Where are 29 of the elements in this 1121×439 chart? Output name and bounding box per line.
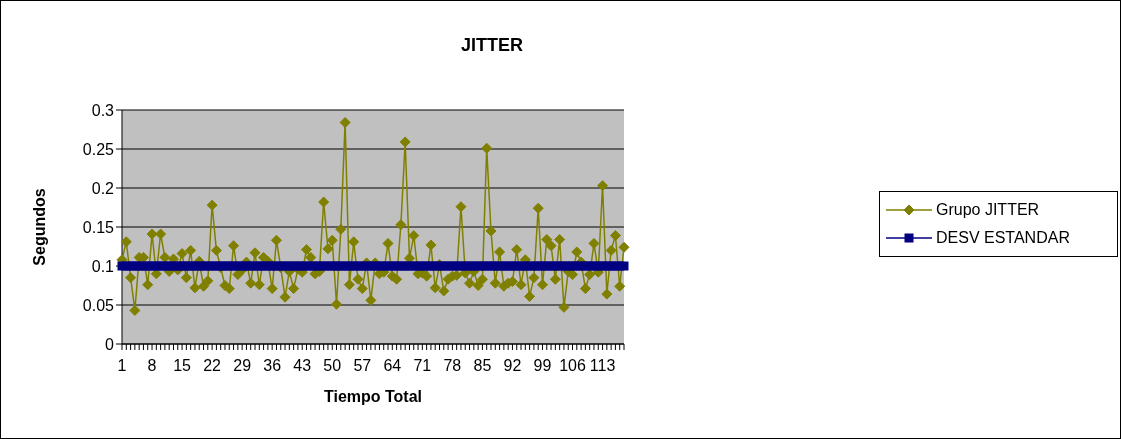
x-tick-label: 8 <box>147 357 157 375</box>
x-tick-label: 36 <box>263 357 282 375</box>
x-tick-label: 92 <box>503 357 522 375</box>
x-tick-label: 29 <box>233 357 252 375</box>
y-tick-label: 0.25 <box>82 140 115 158</box>
y-tick-label: 0.1 <box>91 257 115 275</box>
legend-label: Grupo JITTER <box>936 201 1040 219</box>
x-tick-label: 15 <box>173 357 192 375</box>
x-tick-label: 85 <box>473 357 492 375</box>
x-axis-title: Tiempo Total <box>323 388 423 405</box>
y-tick-label: 0 <box>105 335 115 353</box>
x-tick-label: 113 <box>589 357 616 375</box>
x-tick-label: 99 <box>533 357 552 375</box>
y-tick-label: 0.3 <box>91 101 115 119</box>
x-tick-label: 64 <box>383 357 402 375</box>
y-tick-label: 0.2 <box>91 179 115 197</box>
x-tick-label: 1 <box>117 357 127 375</box>
y-tick-label: 0.15 <box>82 218 115 236</box>
y-tick-label: 0.05 <box>82 296 115 314</box>
x-tick-label: 106 <box>559 357 586 375</box>
x-tick-label: 57 <box>353 357 372 375</box>
x-tick-label: 78 <box>443 357 462 375</box>
x-tick-label: 50 <box>323 357 342 375</box>
chart-title: JITTER <box>460 35 524 56</box>
x-tick-label: 71 <box>413 357 432 375</box>
x-tick-label: 43 <box>293 357 312 375</box>
legend-label: DESV ESTANDAR <box>936 229 1070 247</box>
y-axis-title: Segundos <box>30 188 48 266</box>
x-tick-label: 22 <box>203 357 222 375</box>
